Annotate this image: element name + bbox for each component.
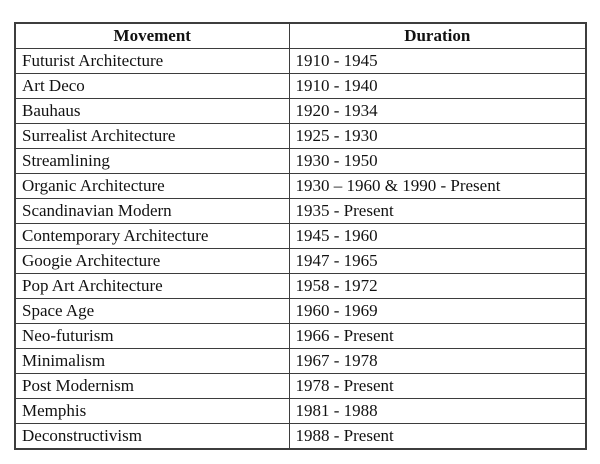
duration-cell: 1935 - Present: [288, 198, 587, 224]
movement-cell: Post Modernism: [14, 373, 290, 399]
movement-cell: Deconstructivism: [14, 423, 290, 450]
table-row: Googie Architecture 1947 - 1965: [14, 248, 587, 274]
movement-cell: Googie Architecture: [14, 248, 290, 274]
table-row: Post Modernism 1978 - Present: [14, 373, 587, 399]
movement-cell: Art Deco: [14, 73, 290, 99]
table-row: Space Age 1960 - 1969: [14, 298, 587, 324]
table-row: Contemporary Architecture 1945 - 1960: [14, 223, 587, 249]
duration-cell: 1958 - 1972: [288, 273, 587, 299]
duration-cell: 1930 - 1950: [288, 148, 587, 174]
duration-cell: 1930 – 1960 & 1990 - Present: [288, 173, 587, 199]
duration-cell: 1981 - 1988: [288, 398, 587, 424]
table-row: Scandinavian Modern 1935 - Present: [14, 198, 587, 224]
duration-cell: 1978 - Present: [288, 373, 587, 399]
movements-table: Movement Duration Futurist Architecture …: [14, 22, 587, 450]
movement-cell: Surrealist Architecture: [14, 123, 290, 149]
movement-cell: Memphis: [14, 398, 290, 424]
table-row: Deconstructivism 1988 - Present: [14, 423, 587, 450]
movement-cell: Bauhaus: [14, 98, 290, 124]
movement-cell: Space Age: [14, 298, 290, 324]
table-row: Minimalism 1967 - 1978: [14, 348, 587, 374]
table-row: Pop Art Architecture 1958 - 1972: [14, 273, 587, 299]
duration-cell: 1966 - Present: [288, 323, 587, 349]
duration-cell: 1960 - 1969: [288, 298, 587, 324]
table-row: Bauhaus 1920 - 1934: [14, 98, 587, 124]
table-row: Surrealist Architecture 1925 - 1930: [14, 123, 587, 149]
duration-cell: 1967 - 1978: [288, 348, 587, 374]
table-row: Art Deco 1910 - 1940: [14, 73, 587, 99]
movement-cell: Pop Art Architecture: [14, 273, 290, 299]
movement-cell: Organic Architecture: [14, 173, 290, 199]
movement-cell: Futurist Architecture: [14, 48, 290, 74]
table-row: Streamlining 1930 - 1950: [14, 148, 587, 174]
movement-cell: Minimalism: [14, 348, 290, 374]
table-row: Organic Architecture 1930 – 1960 & 1990 …: [14, 173, 587, 199]
table-row: Neo-futurism 1966 - Present: [14, 323, 587, 349]
table-header-row: Movement Duration: [14, 22, 587, 49]
header-duration: Duration: [288, 22, 587, 49]
table-row: Futurist Architecture 1910 - 1945: [14, 48, 587, 74]
duration-cell: 1925 - 1930: [288, 123, 587, 149]
movement-cell: Streamlining: [14, 148, 290, 174]
duration-cell: 1910 - 1940: [288, 73, 587, 99]
movement-cell: Contemporary Architecture: [14, 223, 290, 249]
movement-cell: Neo-futurism: [14, 323, 290, 349]
header-movement: Movement: [14, 22, 290, 49]
duration-cell: 1920 - 1934: [288, 98, 587, 124]
table-row: Memphis 1981 - 1988: [14, 398, 587, 424]
duration-cell: 1988 - Present: [288, 423, 587, 450]
duration-cell: 1947 - 1965: [288, 248, 587, 274]
duration-cell: 1945 - 1960: [288, 223, 587, 249]
duration-cell: 1910 - 1945: [288, 48, 587, 74]
movement-cell: Scandinavian Modern: [14, 198, 290, 224]
